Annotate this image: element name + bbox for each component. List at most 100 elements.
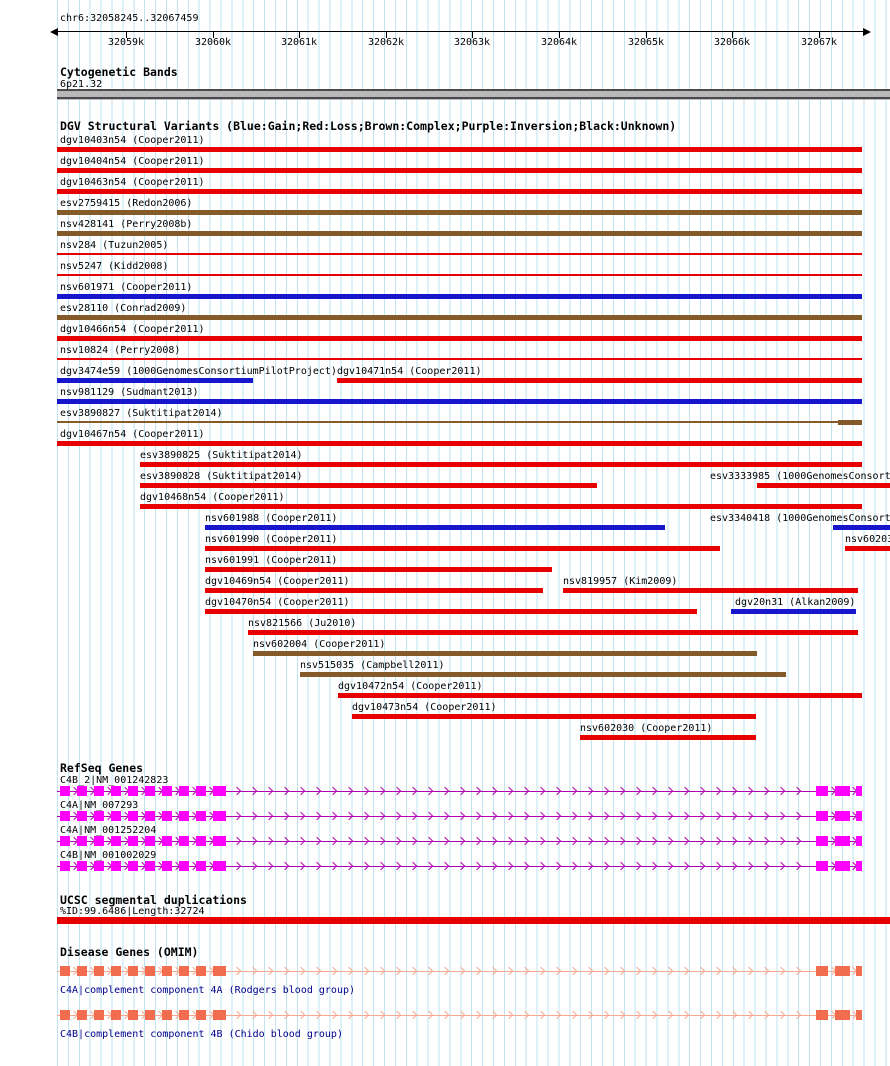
gene-exon[interactable] <box>213 966 226 976</box>
variant-label[interactable]: nsv428141 (Perry2008b) <box>60 219 193 230</box>
gene-exon[interactable] <box>835 966 850 976</box>
variant-bar[interactable] <box>57 231 862 236</box>
variant-label[interactable]: esv28110 (Conrad2009) <box>60 303 187 314</box>
gene-label[interactable]: C4B_2|NM_001242823 <box>60 775 169 786</box>
variant-label[interactable]: dgv10404n54 (Cooper2011) <box>60 156 205 167</box>
variant-bar[interactable] <box>57 253 862 255</box>
gene-exon[interactable] <box>196 966 206 976</box>
gene-exon[interactable] <box>856 811 862 821</box>
gene-exon[interactable] <box>856 861 862 871</box>
gene-exon[interactable] <box>179 861 189 871</box>
gene-exon[interactable] <box>111 1010 121 1020</box>
gene-exon[interactable] <box>94 786 104 796</box>
variant-label[interactable]: dgv3474e59 (1000GenomesConsortiumPilotPr… <box>60 366 337 377</box>
variant-label[interactable]: esv3890827 (Suktitipat2014) <box>60 408 223 419</box>
variant-label[interactable]: nsv60203 <box>845 534 890 545</box>
variant-bar[interactable] <box>248 630 858 635</box>
gene-exon[interactable] <box>213 861 226 871</box>
gene-exon[interactable] <box>128 786 138 796</box>
variant-bar[interactable] <box>205 588 543 593</box>
gene-exon[interactable] <box>179 811 189 821</box>
gene-exon[interactable] <box>94 836 104 846</box>
variant-label[interactable]: dgv10473n54 (Cooper2011) <box>352 702 497 713</box>
gene-exon[interactable] <box>111 966 121 976</box>
variant-label[interactable]: dgv10403n54 (Cooper2011) <box>60 135 205 146</box>
gene-exon[interactable] <box>145 1010 155 1020</box>
variant-bar[interactable] <box>57 274 862 276</box>
gene-exon[interactable] <box>94 861 104 871</box>
gene-exon[interactable] <box>145 966 155 976</box>
variant-label[interactable]: nsv821566 (Ju2010) <box>248 618 357 629</box>
variant-bar[interactable] <box>57 421 838 423</box>
gene-exon[interactable] <box>213 1010 226 1020</box>
variant-bar[interactable] <box>140 462 862 467</box>
variant-bar[interactable] <box>57 336 862 341</box>
variant-label[interactable]: dgv10469n54 (Cooper2011) <box>205 576 350 587</box>
gene-exon[interactable] <box>77 861 87 871</box>
disease-gene-label[interactable]: C4B|complement component 4B (Chido blood… <box>60 1029 343 1040</box>
variant-label[interactable]: nsv601990 (Cooper2011) <box>205 534 338 545</box>
gene-exon[interactable] <box>835 836 850 846</box>
gene-exon[interactable] <box>213 836 226 846</box>
gene-exon[interactable] <box>128 966 138 976</box>
variant-label[interactable]: dgv20n31 (Alkan2009) <box>735 597 856 608</box>
variant-label[interactable]: nsv5247 (Kidd2008) <box>60 261 169 272</box>
variant-bar[interactable] <box>57 315 862 320</box>
gene-exon[interactable] <box>111 811 121 821</box>
variant-label[interactable]: dgv10468n54 (Cooper2011) <box>140 492 285 503</box>
disease-gene-label[interactable]: C4A|complement component 4A (Rodgers blo… <box>60 985 356 996</box>
gene-exon[interactable] <box>77 836 87 846</box>
gene-exon[interactable] <box>816 861 828 871</box>
gene-exon[interactable] <box>196 811 206 821</box>
variant-label[interactable]: esv3333985 (1000GenomesConsort <box>710 471 890 482</box>
gene-exon[interactable] <box>856 966 862 976</box>
gene-exon[interactable] <box>162 836 172 846</box>
gene-exon[interactable] <box>856 836 862 846</box>
gene-exon[interactable] <box>179 1010 189 1020</box>
gene-exon[interactable] <box>145 861 155 871</box>
variant-bar[interactable] <box>57 210 862 215</box>
gene-exon[interactable] <box>856 786 862 796</box>
gene-exon[interactable] <box>128 811 138 821</box>
variant-bar[interactable] <box>140 504 862 509</box>
gene-exon[interactable] <box>162 786 172 796</box>
variant-label[interactable]: nsv602030 (Cooper2011) <box>580 723 713 734</box>
variant-label[interactable]: nsv601991 (Cooper2011) <box>205 555 338 566</box>
gene-exon[interactable] <box>835 786 850 796</box>
variant-label[interactable]: dgv10471n54 (Cooper2011) <box>337 366 482 377</box>
gene-exon[interactable] <box>816 1010 828 1020</box>
variant-bar[interactable] <box>57 399 862 404</box>
gene-exon[interactable] <box>60 861 70 871</box>
variant-bar[interactable] <box>580 735 756 740</box>
gene-exon[interactable] <box>77 811 87 821</box>
gene-exon[interactable] <box>196 1010 206 1020</box>
variant-label[interactable]: dgv10472n54 (Cooper2011) <box>338 681 483 692</box>
gene-exon[interactable] <box>128 836 138 846</box>
variant-bar[interactable] <box>57 358 862 360</box>
gene-exon[interactable] <box>128 861 138 871</box>
variant-bar[interactable] <box>731 609 856 614</box>
gene-exon[interactable] <box>145 786 155 796</box>
gene-label[interactable]: C4B|NM_001002029 <box>60 850 157 861</box>
gene-exon[interactable] <box>162 811 172 821</box>
variant-bar[interactable] <box>205 567 552 572</box>
gene-exon[interactable] <box>94 811 104 821</box>
variant-bar[interactable] <box>205 546 720 551</box>
variant-label[interactable]: esv3340418 (1000GenomesConsort <box>710 513 890 524</box>
gene-exon[interactable] <box>196 861 206 871</box>
gene-exon[interactable] <box>111 861 121 871</box>
gene-exon[interactable] <box>111 786 121 796</box>
gene-exon[interactable] <box>196 836 206 846</box>
gene-exon[interactable] <box>179 966 189 976</box>
gene-exon[interactable] <box>60 1010 70 1020</box>
variant-bar[interactable] <box>352 714 756 719</box>
gene-exon[interactable] <box>179 836 189 846</box>
variant-bar[interactable] <box>300 672 786 677</box>
variant-bar[interactable] <box>140 483 597 488</box>
variant-label[interactable]: nsv10824 (Perry2008) <box>60 345 181 356</box>
variant-bar[interactable] <box>205 525 665 530</box>
variant-label[interactable]: esv3890828 (Suktitipat2014) <box>140 471 303 482</box>
gene-exon[interactable] <box>77 1010 87 1020</box>
gene-exon[interactable] <box>816 966 828 976</box>
variant-bar[interactable] <box>57 294 862 299</box>
